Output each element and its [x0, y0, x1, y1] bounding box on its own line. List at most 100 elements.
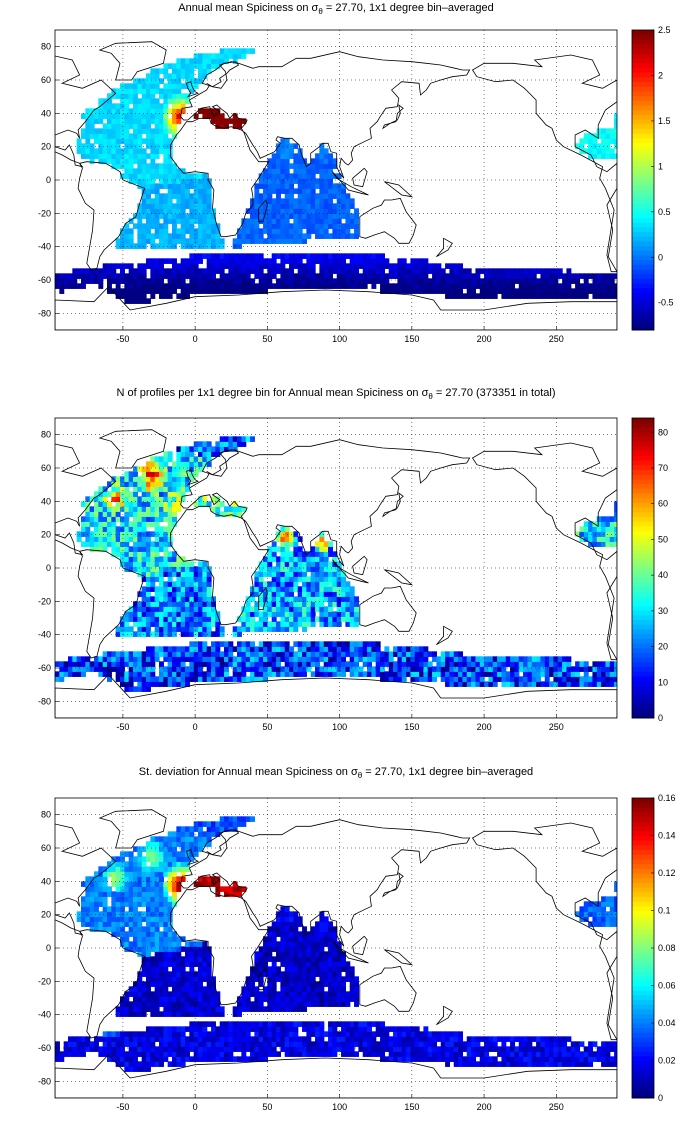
data-bin [141, 293, 147, 299]
data-bin [349, 268, 355, 274]
data-bin [254, 676, 260, 682]
data-bin [141, 856, 147, 862]
data-bin [241, 616, 247, 622]
data-bin [267, 208, 273, 214]
data-bin [336, 671, 342, 677]
data-bin [553, 671, 559, 677]
data-bin [271, 228, 277, 234]
data-bin [115, 896, 121, 902]
data-bin [141, 916, 147, 922]
data-bin [263, 671, 268, 677]
data-bin [289, 213, 294, 219]
data-bin [146, 551, 151, 557]
data-bin [159, 491, 164, 497]
data-bin [358, 273, 364, 279]
data-bin [124, 148, 130, 154]
data-bin [280, 283, 286, 289]
data-bin [323, 183, 329, 189]
data-bin [159, 173, 164, 179]
data-bin [167, 466, 173, 472]
data-bin [163, 288, 169, 294]
data-bin [133, 946, 138, 952]
data-bin [111, 666, 117, 672]
data-bin [167, 278, 173, 284]
data-bin [89, 876, 95, 882]
data-bin [254, 218, 260, 224]
data-bin [141, 946, 147, 952]
data-bin [614, 661, 617, 667]
data-bin [531, 268, 537, 274]
data-bin [367, 641, 372, 647]
data-bin [137, 168, 143, 174]
data-bin [276, 656, 281, 662]
colorbar-segment [632, 76, 654, 83]
data-bin [150, 586, 156, 592]
data-bin [98, 506, 104, 512]
data-bin [449, 263, 455, 269]
data-bin [120, 1001, 125, 1007]
data-bin [176, 681, 182, 687]
data-bin [133, 1041, 138, 1047]
data-bin [228, 441, 234, 447]
data-bin [193, 676, 199, 682]
data-bin [176, 451, 182, 457]
data-bin [111, 906, 117, 912]
data-bin [154, 896, 160, 902]
data-bin [176, 113, 182, 119]
data-bin [150, 551, 156, 557]
data-bin [167, 1026, 173, 1032]
data-bin [124, 118, 130, 124]
data-bin [85, 1041, 91, 1047]
data-bin [120, 1061, 125, 1067]
data-bin [81, 911, 86, 917]
data-bin [102, 108, 108, 114]
data-bin [206, 288, 212, 294]
data-bin [527, 661, 533, 667]
data-bin [362, 671, 368, 677]
data-bin [167, 163, 173, 169]
data-bin [254, 183, 260, 189]
data-bin [280, 178, 286, 184]
data-bin [167, 208, 173, 214]
data-bin [198, 68, 203, 74]
data-bin [310, 621, 316, 627]
data-bin [154, 213, 160, 219]
data-bin [128, 686, 134, 692]
data-bin [163, 926, 169, 932]
data-bin [245, 238, 251, 244]
data-bin [193, 83, 199, 89]
data-bin [163, 966, 169, 972]
data-bin [315, 671, 320, 677]
data-bin [289, 581, 294, 587]
data-bin [432, 268, 438, 274]
data-bin [120, 916, 125, 922]
data-bin [180, 991, 186, 997]
data-bin [137, 876, 143, 882]
data-bin [224, 118, 229, 124]
data-bin [133, 496, 138, 502]
data-bin [297, 561, 303, 567]
data-bin [167, 451, 173, 457]
data-bin [172, 871, 177, 877]
data-bin [505, 288, 511, 294]
data-bin [328, 193, 333, 199]
data-bin [128, 631, 134, 637]
data-bin [241, 671, 247, 677]
data-bin [111, 891, 117, 897]
data-bin [410, 676, 416, 682]
data-bin [458, 293, 464, 299]
data-bin [475, 666, 481, 672]
data-bin [332, 278, 338, 284]
coastline-australia [359, 197, 417, 244]
data-bin [297, 283, 303, 289]
data-bin [293, 626, 299, 632]
colorbar-segment [632, 301, 654, 308]
data-bin [583, 288, 589, 294]
data-bin [111, 661, 117, 667]
data-bin [224, 656, 229, 662]
data-bin [124, 288, 130, 294]
data-bin [263, 626, 268, 632]
data-bin [241, 646, 247, 652]
data-bin [189, 203, 195, 209]
data-bin [150, 278, 156, 284]
